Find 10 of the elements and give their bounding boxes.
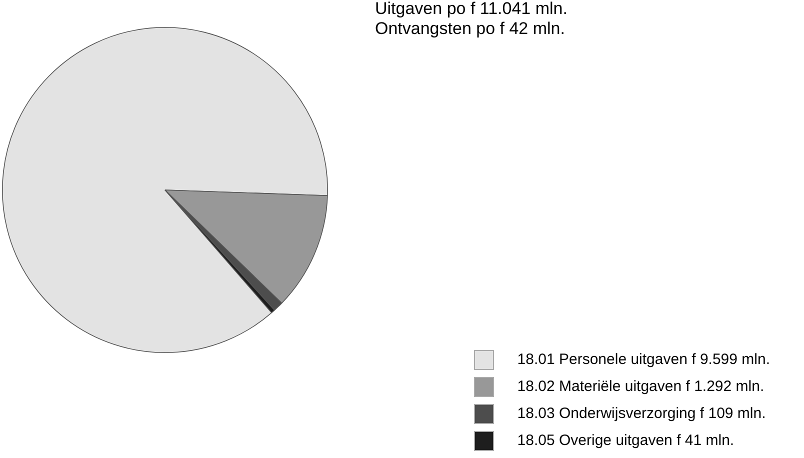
- legend-label: 18.05 Overige uitgaven: [517, 432, 672, 449]
- legend-label: 18.03 Onderwijsverzorging: [517, 405, 696, 422]
- legend-label: 18.02 Materiële uitgaven: [517, 378, 682, 395]
- data-label: f 1.292 mln.: [686, 378, 764, 395]
- chart-subtitle: Ontvangsten po f 42 mln.: [375, 19, 565, 39]
- data-label: f 9.599 mln.: [692, 351, 770, 368]
- data-label: f 109 mln.: [700, 405, 766, 422]
- legend-label: 18.01 Personele uitgaven: [517, 351, 688, 368]
- data-label: f 41 mln.: [676, 432, 734, 449]
- chart-title: Uitgaven po f 11.041 mln.: [375, 0, 568, 19]
